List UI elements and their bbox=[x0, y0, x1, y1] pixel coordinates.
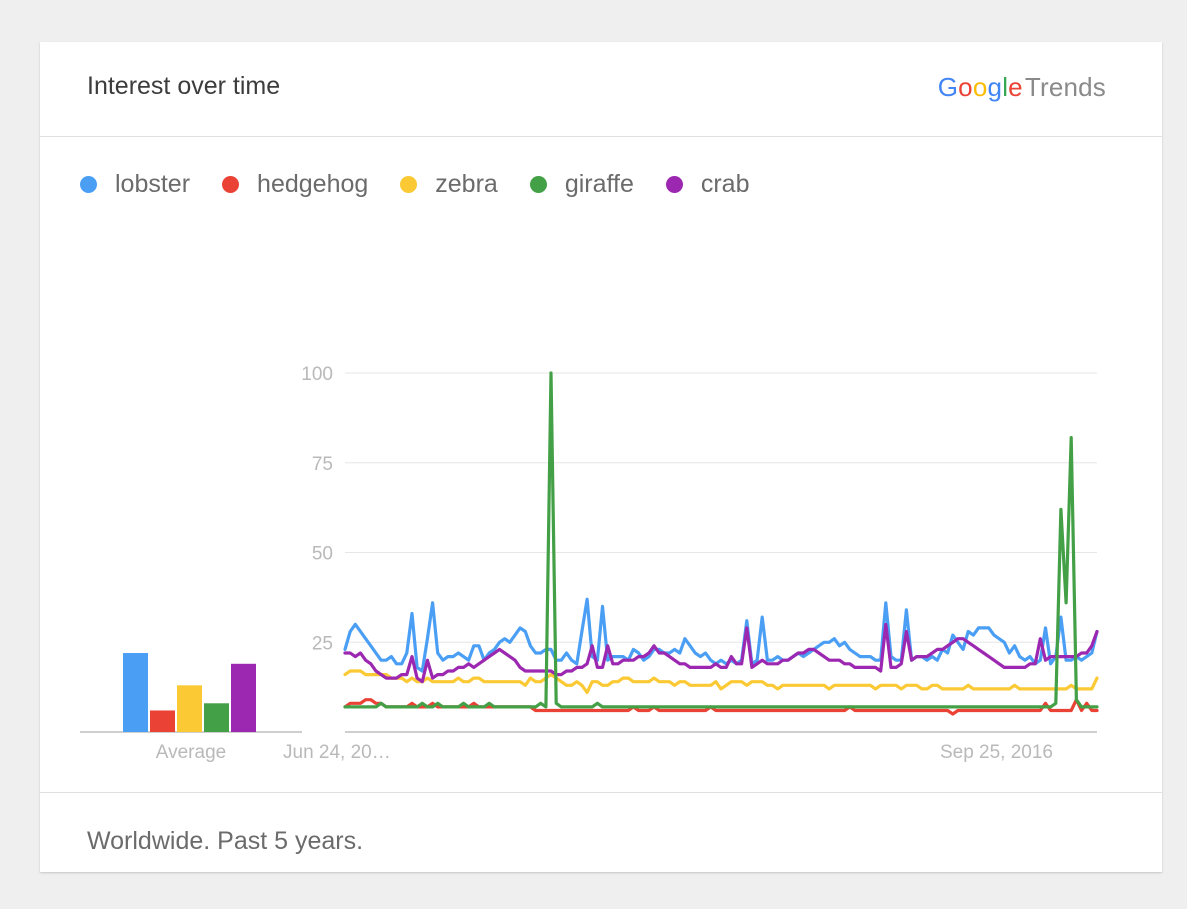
google-trends-logo[interactable]: GoogleTrends bbox=[938, 72, 1106, 103]
legend-item-lobster[interactable]: lobster bbox=[80, 170, 190, 199]
y-tick-label: 100 bbox=[301, 364, 333, 385]
y-tick-label: 50 bbox=[312, 544, 333, 565]
card-header: Interest over time GoogleTrends bbox=[40, 42, 1162, 137]
legend-label: lobster bbox=[115, 170, 191, 198]
legend-swatch bbox=[665, 176, 683, 193]
card-title: Interest over time bbox=[87, 72, 281, 100]
series-line-crab bbox=[343, 622, 1099, 684]
legend-swatch bbox=[80, 176, 97, 193]
chart-legend: lobster hedgehog zebra giraffe crab bbox=[80, 170, 782, 199]
legend-swatch bbox=[400, 176, 418, 193]
y-tick-label: 25 bbox=[312, 633, 333, 654]
footer-text: Worldwide. Past 5 years. bbox=[87, 827, 364, 855]
series-line-zebra bbox=[343, 669, 1099, 695]
average-bar-giraffe bbox=[204, 703, 229, 732]
average-bar-crab bbox=[231, 663, 256, 732]
interest-over-time-card: Interest over time GoogleTrends lobster h… bbox=[40, 42, 1162, 872]
legend-label: crab bbox=[700, 170, 750, 198]
interest-chart: 25 50 75 100 Jun 24, 20… Sep 25, 2016 Average bbox=[80, 364, 1099, 763]
legend-item-giraffe[interactable]: giraffe bbox=[529, 170, 634, 199]
legend-swatch bbox=[222, 176, 240, 193]
card-footer: Worldwide. Past 5 years. bbox=[40, 792, 1162, 873]
legend-label: zebra bbox=[435, 170, 498, 198]
legend-item-hedgehog[interactable]: hedgehog bbox=[222, 170, 368, 199]
legend-item-zebra[interactable]: zebra bbox=[400, 170, 498, 199]
legend-label: giraffe bbox=[564, 170, 634, 198]
series-line-giraffe bbox=[343, 371, 1099, 709]
trends-label: Trends bbox=[1024, 72, 1106, 102]
legend-label: hedgehog bbox=[257, 170, 369, 198]
y-tick-label: 75 bbox=[312, 454, 333, 475]
legend-item-crab[interactable]: crab bbox=[665, 170, 750, 199]
average-bar-lobster bbox=[123, 653, 148, 732]
average-label: Average bbox=[156, 742, 226, 763]
x-end-label: Sep 25, 2016 bbox=[940, 742, 1053, 763]
google-wordmark: Google bbox=[937, 72, 1023, 102]
average-bar-hedgehog bbox=[150, 710, 175, 732]
legend-swatch bbox=[529, 176, 547, 193]
average-bar-zebra bbox=[177, 685, 202, 732]
series-line-lobster bbox=[343, 597, 1099, 673]
x-start-label: Jun 24, 20… bbox=[283, 742, 391, 763]
